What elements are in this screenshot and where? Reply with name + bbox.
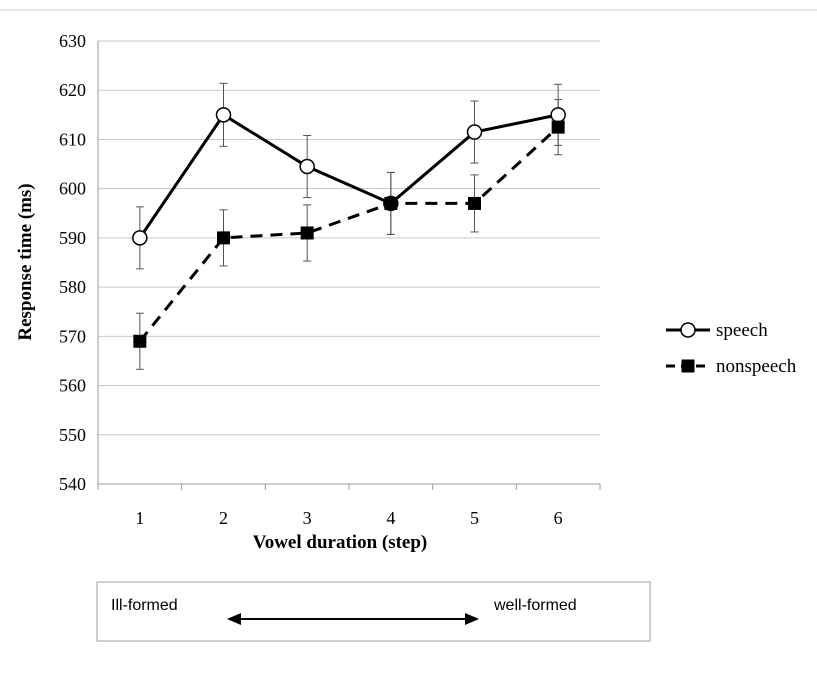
y-tick-label: 590 (59, 228, 86, 248)
series-line-speech (138, 112, 559, 239)
legend-marker-speech (680, 322, 696, 338)
x-tick-label: 6 (554, 508, 563, 528)
point-speech (132, 230, 148, 246)
point-nonspeech (300, 226, 314, 240)
scale-left-label: Ill-formed (111, 597, 178, 614)
y-tick-labels: 540 550 560 570 580 590 600 610 620 630 (59, 31, 86, 494)
series-group (132, 82, 566, 370)
legend: speech nonspeech (666, 320, 797, 377)
y-tick-label: 570 (59, 326, 86, 346)
y-tick-label: 540 (59, 474, 86, 494)
y-tick-label: 600 (59, 179, 86, 199)
y-tick-label: 580 (59, 277, 86, 297)
point-speech (215, 107, 232, 123)
point-nonspeech (468, 196, 481, 210)
series-line-nonspeech (138, 126, 560, 343)
y-tick-label: 620 (59, 80, 86, 100)
y-tick-label: 630 (59, 31, 86, 51)
legend-label-speech: speech (716, 320, 768, 341)
x-tick-label: 5 (470, 508, 479, 528)
x-tick-labels: 1 2 3 4 5 6 (135, 508, 562, 528)
grid (97, 40, 601, 490)
point-nonspeech (217, 231, 230, 245)
point-speech (299, 158, 315, 175)
y-tick-label: 610 (59, 129, 86, 149)
legend-marker-nonspeech (681, 359, 695, 373)
y-axis-title: Response time (ms) (15, 183, 36, 340)
legend-label-nonspeech: nonspeech (716, 356, 797, 377)
x-axis-title: Vowel duration (step) (253, 532, 428, 553)
point-nonspeech (133, 334, 147, 348)
x-tick-label: 1 (135, 508, 144, 528)
x-tick-label: 3 (303, 508, 312, 528)
x-tick-label: 2 (219, 508, 228, 528)
point-nonspeech (384, 196, 398, 210)
x-tick-label: 4 (386, 508, 395, 528)
point-nonspeech (551, 120, 565, 134)
point-speech (550, 107, 566, 123)
scale-right-label: well-formed (493, 597, 577, 614)
y-tick-label: 560 (59, 376, 86, 396)
y-tick-label: 550 (59, 425, 86, 445)
double-arrow-icon (227, 613, 479, 625)
point-speech (466, 124, 483, 140)
scale-box (96, 581, 651, 642)
